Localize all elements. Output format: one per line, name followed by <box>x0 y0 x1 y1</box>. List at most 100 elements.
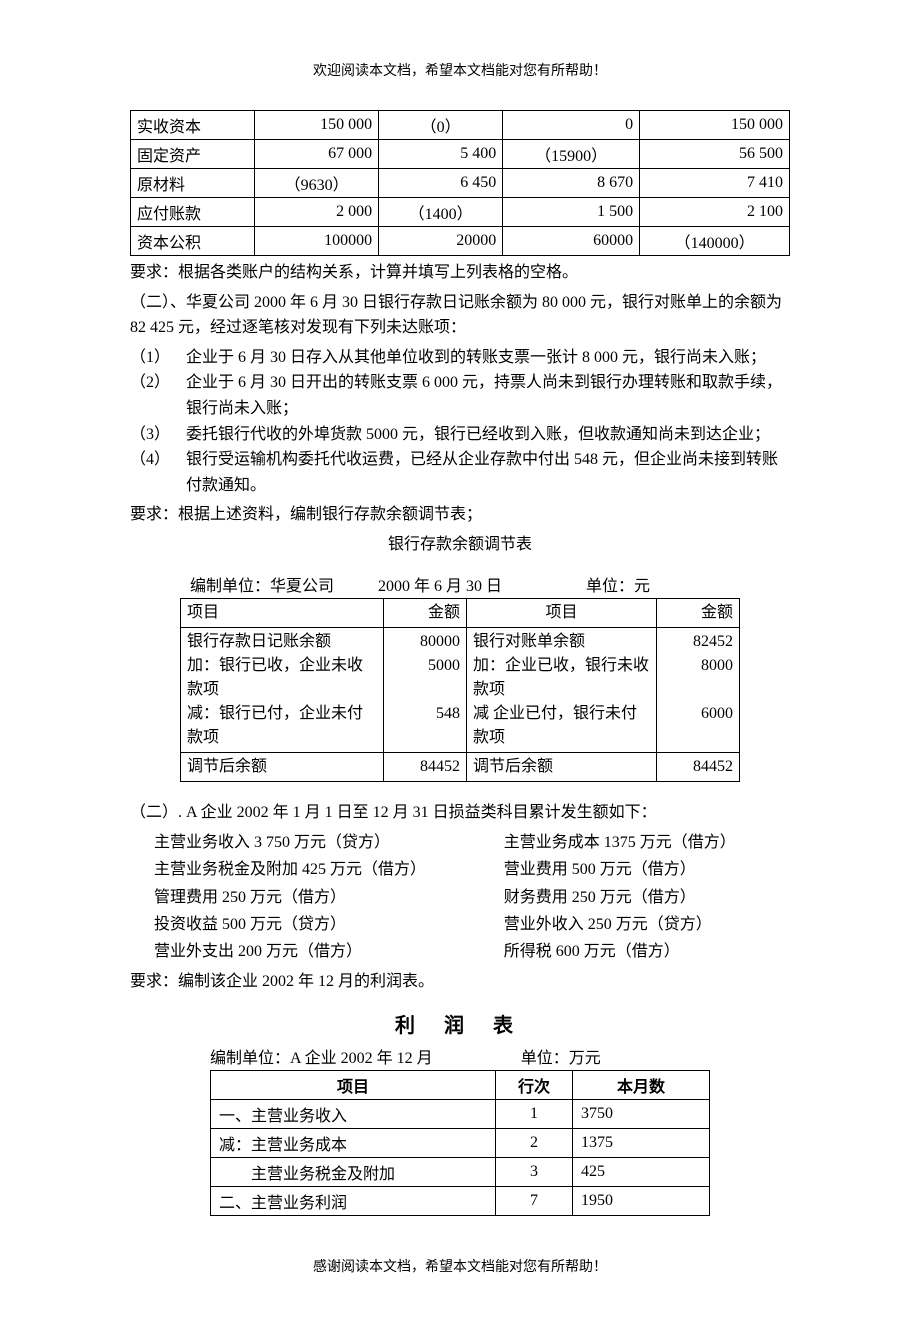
table-row: 项目 行次 本月数 <box>211 1070 710 1099</box>
list-number: （2） <box>130 370 186 421</box>
table-row: 一、主营业务收入 1 3750 <box>211 1099 710 1128</box>
cell-text: 5000 <box>390 654 460 678</box>
cell: 150 000 <box>255 111 379 140</box>
footer-note: 感谢阅读本文档，希望本文档能对您有所帮助！ <box>130 1256 790 1276</box>
cell: 80000 5000 548 <box>384 627 467 752</box>
cell: 1 <box>496 1099 573 1128</box>
cell: 2 100 <box>640 198 790 227</box>
list-item: （3） 委托银行代收的外埠货款 5000 元，银行已经收到入账，但收款通知尚未到… <box>130 422 790 448</box>
cell-label: 实收资本 <box>131 111 255 140</box>
pl-line: 主营业务收入 3 750 万元（贷方） 主营业务成本 1375 万元（借方） <box>130 829 790 856</box>
cell-text: 减 企业已付，银行未付款项 <box>473 702 650 750</box>
cell: 银行对账单余额 加：企业已收，银行未收款项 减 企业已付，银行未付款项 <box>467 627 657 752</box>
cell: 主营业务税金及附加 <box>211 1157 496 1186</box>
cell-text: 80000 <box>390 630 460 654</box>
pl-right: 财务费用 250 万元（借方） <box>504 884 790 911</box>
cell: 425 <box>573 1157 710 1186</box>
cell: 2 <box>496 1128 573 1157</box>
list-item: （2） 企业于 6 月 30 日开出的转账支票 6 000 元，持票人尚未到银行… <box>130 370 790 421</box>
cell-text: 8000 <box>663 654 733 678</box>
cell-text: 银行存款日记账余额 <box>187 630 377 654</box>
header-cell: 行次 <box>496 1070 573 1099</box>
requirement-text: 要求：编制该企业 2002 年 12 月的利润表。 <box>130 969 790 995</box>
cell: 56 500 <box>640 140 790 169</box>
cell-label: 应付账款 <box>131 198 255 227</box>
table-row: 固定资产 67 000 5 400 （15900） 56 500 <box>131 140 790 169</box>
cell: 6 450 <box>379 169 503 198</box>
list-text: 委托银行代收的外埠货款 5000 元，银行已经收到入账，但收款通知尚未到达企业； <box>186 422 790 448</box>
table-row: 原材料 （9630） 6 450 8 670 7 410 <box>131 169 790 198</box>
profit-loss-items: 主营业务收入 3 750 万元（贷方） 主营业务成本 1375 万元（借方） 主… <box>130 829 790 965</box>
pl-line: 营业外支出 200 万元（借方） 所得税 600 万元（借方） <box>130 938 790 965</box>
profit-table-title: 利 润 表 <box>130 1009 790 1038</box>
cell: 150 000 <box>640 111 790 140</box>
cell-text: 82452 <box>663 630 733 654</box>
pl-right: 所得税 600 万元（借方） <box>504 938 790 965</box>
caption-unit: 编制单位：A 企业 2002 年 12 月 <box>210 1050 433 1067</box>
caption-date: 2000 年 6 月 30 日 <box>378 578 502 595</box>
cell: 7 410 <box>640 169 790 198</box>
cell-label: 资本公积 <box>131 227 255 256</box>
cell-text: 减：银行已付，企业未付款项 <box>187 702 377 750</box>
table-row: 二、主营业务利润 7 1950 <box>211 1186 710 1215</box>
cell: 0 <box>503 111 640 140</box>
list-text: 企业于 6 月 30 日开出的转账支票 6 000 元，持票人尚未到银行办理转账… <box>186 370 790 421</box>
cell: 二、主营业务利润 <box>211 1186 496 1215</box>
table-row: 资本公积 100000 20000 60000 （140000） <box>131 227 790 256</box>
accounts-table: 实收资本 150 000 （0） 0 150 000 固定资产 67 000 5… <box>130 110 790 256</box>
header-cell: 项目 <box>181 598 384 627</box>
profit-table: 项目 行次 本月数 一、主营业务收入 1 3750 减：主营业务成本 2 137… <box>210 1070 710 1216</box>
cell: 调节后余额 <box>467 752 657 781</box>
cell: 84452 <box>657 752 740 781</box>
header-cell: 金额 <box>384 598 467 627</box>
cell: （0） <box>379 111 503 140</box>
pl-right: 营业费用 500 万元（借方） <box>504 856 790 883</box>
pl-line: 主营业务税金及附加 425 万元（借方） 营业费用 500 万元（借方） <box>130 856 790 883</box>
table-row: 银行存款日记账余额 加：银行已收，企业未收款项 减：银行已付，企业未付款项 80… <box>181 627 740 752</box>
header-note: 欢迎阅读本文档，希望本文档能对您有所帮助！ <box>130 60 790 80</box>
section-intro: （二）、华夏公司 2000 年 6 月 30 日银行存款日记账余额为 80 00… <box>130 290 790 341</box>
cell: 100000 <box>255 227 379 256</box>
pl-left: 投资收益 500 万元（贷方） <box>154 911 504 938</box>
table-row: 调节后余额 84452 调节后余额 84452 <box>181 752 740 781</box>
cell: 84452 <box>384 752 467 781</box>
table-caption: 编制单位：A 企业 2002 年 12 月 单位：万元 <box>130 1044 790 1068</box>
header-cell: 本月数 <box>573 1070 710 1099</box>
cell: 1 500 <box>503 198 640 227</box>
pl-right: 营业外收入 250 万元（贷方） <box>504 911 790 938</box>
numbered-list: （1） 企业于 6 月 30 日存入从其他单位收到的转账支票一张计 8 000 … <box>130 345 790 499</box>
cell: 7 <box>496 1186 573 1215</box>
cell: 一、主营业务收入 <box>211 1099 496 1128</box>
list-number: （3） <box>130 422 186 448</box>
cell: 1375 <box>573 1128 710 1157</box>
cell-text: 加：企业已收，银行未收款项 <box>473 654 650 702</box>
cell-text: 548 <box>390 702 460 726</box>
pl-left: 营业外支出 200 万元（借方） <box>154 938 504 965</box>
requirement-text: 要求：根据上述资料，编制银行存款余额调节表； <box>130 502 790 528</box>
table-row: 实收资本 150 000 （0） 0 150 000 <box>131 111 790 140</box>
cell-label: 原材料 <box>131 169 255 198</box>
pl-line: 投资收益 500 万元（贷方） 营业外收入 250 万元（贷方） <box>130 911 790 938</box>
list-text: 银行受运输机构委托代收运费，已经从企业存款中付出 548 元，但企业尚未接到转账… <box>186 447 790 498</box>
table-caption: 编制单位：华夏公司 2000 年 6 月 30 日 单位：元 <box>130 572 790 596</box>
cell: 1950 <box>573 1186 710 1215</box>
cell: 67 000 <box>255 140 379 169</box>
caption-unit: 编制单位：华夏公司 <box>190 578 334 595</box>
table-row: 项目 金额 项目 金额 <box>181 598 740 627</box>
pl-right: 主营业务成本 1375 万元（借方） <box>504 829 790 856</box>
cell: 60000 <box>503 227 640 256</box>
cell: 2 000 <box>255 198 379 227</box>
cell-text: 加：银行已收，企业未收款项 <box>187 654 377 702</box>
pl-line: 管理费用 250 万元（借方） 财务费用 250 万元（借方） <box>130 884 790 911</box>
list-number: （1） <box>130 345 186 371</box>
section-intro: （二）. A 企业 2002 年 1 月 1 日至 12 月 31 日损益类科目… <box>130 800 790 826</box>
pl-left: 主营业务税金及附加 425 万元（借方） <box>154 856 504 883</box>
cell: 减：主营业务成本 <box>211 1128 496 1157</box>
list-item: （4） 银行受运输机构委托代收运费，已经从企业存款中付出 548 元，但企业尚未… <box>130 447 790 498</box>
cell: 调节后余额 <box>181 752 384 781</box>
header-cell: 项目 <box>211 1070 496 1099</box>
requirement-text: 要求：根据各类账户的结构关系，计算并填写上列表格的空格。 <box>130 260 790 286</box>
pl-left: 主营业务收入 3 750 万元（贷方） <box>154 829 504 856</box>
cell: 20000 <box>379 227 503 256</box>
table-row: 应付账款 2 000 （1400） 1 500 2 100 <box>131 198 790 227</box>
